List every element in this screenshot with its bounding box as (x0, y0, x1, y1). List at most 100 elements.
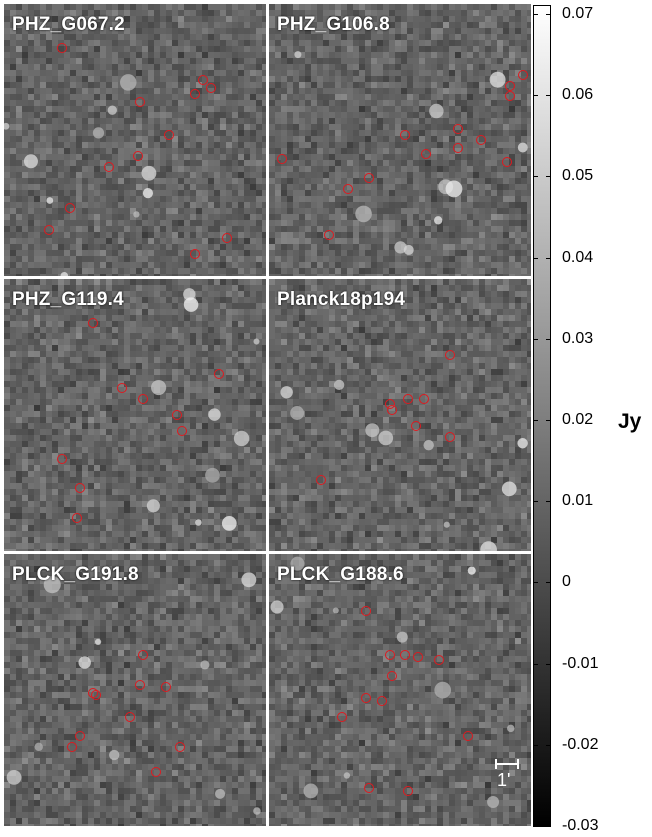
colorbar-tick-label: 0.02 (562, 411, 594, 428)
colorbar (533, 5, 551, 827)
source-marker (150, 766, 161, 777)
colorbar-tick (533, 14, 538, 15)
source-marker (360, 606, 371, 617)
source-marker (56, 453, 67, 464)
panel-title: PLCK_G188.6 (277, 564, 404, 585)
panel-title: Planck18p194 (277, 289, 406, 310)
source-marker (444, 431, 455, 442)
source-marker (463, 731, 474, 742)
panel-title: PHZ_G119.4 (12, 289, 124, 310)
source-marker (476, 135, 487, 145)
source-marker (164, 129, 175, 140)
colorbar-tick-label: 0.05 (562, 167, 594, 185)
colorbar-tick (546, 826, 551, 827)
source-marker (171, 410, 182, 420)
source-marker (400, 649, 411, 660)
source-marker (135, 96, 146, 107)
image-panel-4: Planck18p194 (269, 279, 531, 551)
source-marker (190, 88, 201, 99)
source-marker (410, 420, 421, 431)
source-marker (376, 695, 387, 706)
colorbar-tick (546, 420, 551, 421)
source-marker (518, 69, 529, 80)
colorbar-tick (533, 501, 538, 503)
source-marker (384, 649, 395, 660)
image-panel-1: PHZ_G067.2 (4, 4, 266, 276)
scale-bar: 1' (495, 758, 521, 790)
source-marker (452, 143, 463, 154)
colorbar-tick-label: -0.02 (562, 735, 599, 753)
colorbar-tick (546, 95, 551, 97)
source-marker (277, 154, 288, 165)
colorbar-tick (533, 582, 538, 584)
source-marker (177, 426, 188, 437)
source-marker (74, 483, 85, 494)
image-grid: PHZ_G067.2 PHZ_G106.8 PHZ_G119.4 Planck18p1… (4, 4, 531, 826)
source-marker (74, 731, 85, 742)
colorbar-tick (546, 501, 551, 503)
source-marker (400, 129, 411, 140)
source-marker (363, 782, 374, 793)
source-marker (88, 317, 99, 328)
source-marker (402, 393, 413, 404)
colorbar-tick-label: 0 (562, 573, 571, 591)
image-panel-3: PHZ_G119.4 (4, 279, 266, 551)
colorbar-tick (546, 14, 551, 15)
source-marker (67, 742, 78, 753)
colorbar-tick (533, 826, 538, 827)
source-marker (43, 224, 54, 235)
source-marker (161, 682, 172, 693)
colorbar-tick-label: 0.01 (562, 492, 594, 510)
source-marker (213, 369, 224, 380)
panel-title: PHZ_G067.2 (12, 14, 125, 35)
source-marker (502, 156, 513, 167)
image-panel-6: PLCK_G188.6 1' (269, 554, 531, 826)
source-marker (132, 151, 143, 162)
source-marker (337, 712, 348, 723)
source-marker (72, 513, 83, 524)
colorbar-tick (546, 176, 551, 178)
source-marker (316, 475, 327, 486)
colorbar-tick-label: 0.06 (562, 86, 594, 104)
source-marker (64, 203, 75, 213)
source-marker (418, 393, 429, 404)
source-marker (421, 148, 432, 159)
source-marker (198, 75, 209, 86)
colorbar-tick-label: -0.01 (562, 654, 599, 672)
colorbar-tick (533, 744, 538, 746)
colorbar-unit-label: Jy (618, 410, 642, 433)
colorbar-tick-label: 0.03 (562, 329, 594, 347)
colorbar-tick (533, 338, 538, 340)
colorbar-tick (533, 95, 538, 97)
source-marker (324, 230, 335, 241)
source-marker (360, 693, 371, 704)
colorbar-tick (546, 257, 551, 259)
source-marker (103, 162, 114, 173)
image-panel-2: PHZ_G106.8 (269, 4, 531, 276)
source-marker (56, 42, 67, 53)
panel-title: PLCK_G191.8 (12, 564, 139, 585)
colorbar-tick (533, 176, 538, 178)
colorbar-tick (533, 420, 538, 421)
source-marker (387, 404, 398, 415)
source-marker (444, 350, 455, 361)
colorbar-tick-label: 0.07 (562, 5, 594, 22)
source-marker (342, 183, 353, 194)
source-marker (205, 83, 216, 94)
colorbar-tick-label: 0.04 (562, 248, 594, 266)
source-marker (363, 173, 374, 184)
source-marker (221, 232, 232, 243)
colorbar-tick (533, 663, 538, 665)
source-marker (452, 124, 463, 135)
colorbar-tick (546, 582, 551, 584)
source-marker (505, 80, 516, 91)
image-panel-5: PLCK_G191.8 (4, 554, 266, 826)
colorbar-tick (546, 744, 551, 746)
source-marker (137, 393, 148, 404)
source-marker (190, 249, 201, 260)
source-marker (434, 655, 445, 666)
source-marker (413, 652, 424, 663)
source-marker (116, 382, 127, 393)
colorbar-tick (546, 663, 551, 665)
source-marker (135, 679, 146, 690)
